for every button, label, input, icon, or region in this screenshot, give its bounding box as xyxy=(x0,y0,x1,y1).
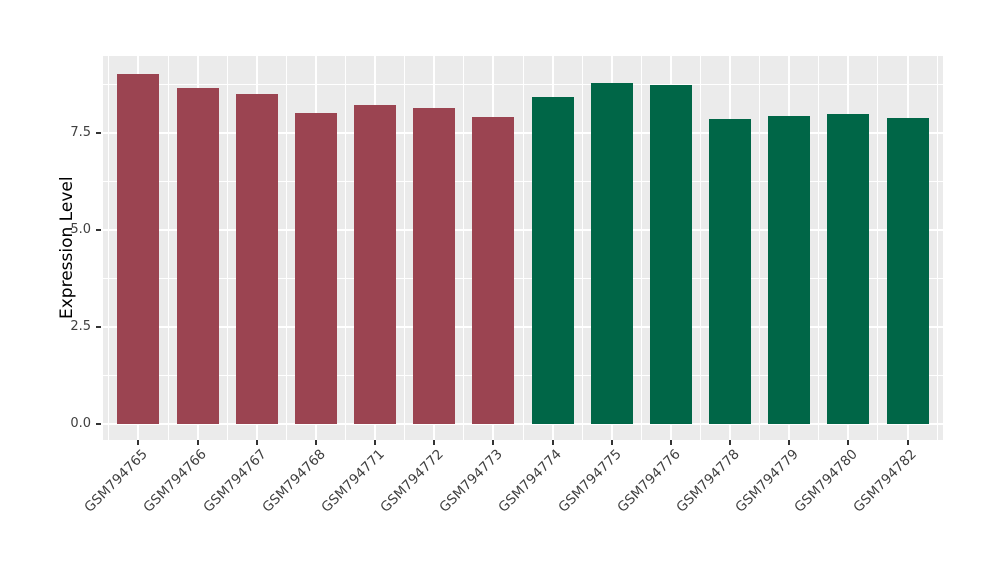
bar-GSM794775 xyxy=(590,83,633,424)
x-tick-mark xyxy=(788,440,791,445)
x-tick-mark xyxy=(255,440,258,445)
x-tick-label-GSM794775: GSM794775 xyxy=(554,446,625,516)
x-tick-mark xyxy=(669,440,672,445)
x-tick-mark xyxy=(374,440,377,445)
bar-GSM794782 xyxy=(886,117,929,424)
bar-GSM794774 xyxy=(531,96,574,424)
v-minor-gridline xyxy=(581,56,583,440)
bar-GSM794778 xyxy=(709,119,752,424)
bar-GSM794776 xyxy=(649,84,692,424)
bar-GSM794765 xyxy=(117,73,160,424)
y-tick-mark xyxy=(96,423,101,425)
v-minor-gridline xyxy=(285,56,287,440)
v-minor-gridline xyxy=(699,56,701,440)
x-tick-mark xyxy=(847,440,850,445)
y-tick-mark xyxy=(96,228,101,231)
x-tick-mark xyxy=(551,440,554,445)
v-minor-gridline xyxy=(463,56,465,440)
bar-GSM794779 xyxy=(768,115,811,424)
bar-GSM794766 xyxy=(176,87,219,424)
y-axis-title: Expression Level xyxy=(57,176,77,320)
bar-GSM794773 xyxy=(472,116,515,424)
v-minor-gridline xyxy=(936,56,938,440)
y-tick-label: 7.5 xyxy=(70,124,91,140)
x-tick-mark xyxy=(906,440,909,445)
v-minor-gridline xyxy=(759,56,761,440)
y-tick-mark xyxy=(96,325,101,328)
x-tick-label-GSM794766: GSM794766 xyxy=(140,446,211,516)
x-tick-label-GSM794767: GSM794767 xyxy=(199,446,270,516)
v-minor-gridline xyxy=(404,56,406,440)
v-minor-gridline xyxy=(345,56,347,440)
v-minor-gridline xyxy=(640,56,642,440)
y-tick-label: 2.5 xyxy=(70,318,91,334)
bar-GSM794772 xyxy=(413,108,456,424)
y-tick-mark xyxy=(96,131,101,134)
v-minor-gridline xyxy=(818,56,820,440)
bar-GSM794771 xyxy=(354,105,397,424)
v-minor-gridline xyxy=(108,56,110,440)
x-tick-mark xyxy=(610,440,613,445)
v-minor-gridline xyxy=(226,56,228,440)
x-tick-mark xyxy=(314,440,317,445)
x-tick-label-GSM794782: GSM794782 xyxy=(850,446,921,516)
x-tick-mark xyxy=(137,440,140,445)
v-minor-gridline xyxy=(522,56,524,440)
y-tick-label: 0.0 xyxy=(70,416,91,431)
x-tick-label-GSM794778: GSM794778 xyxy=(673,446,743,516)
x-tick-label-GSM794774: GSM794774 xyxy=(495,446,566,516)
bar-GSM794780 xyxy=(827,113,870,424)
bar-GSM794767 xyxy=(235,94,278,424)
x-tick-mark xyxy=(433,440,436,445)
x-tick-mark xyxy=(729,440,732,445)
x-tick-mark xyxy=(492,440,495,445)
bar-GSM794768 xyxy=(294,113,337,424)
v-minor-gridline xyxy=(877,56,879,440)
x-tick-mark xyxy=(196,440,199,445)
v-minor-gridline xyxy=(167,56,169,440)
y-tick-label: 5.0 xyxy=(70,221,91,237)
